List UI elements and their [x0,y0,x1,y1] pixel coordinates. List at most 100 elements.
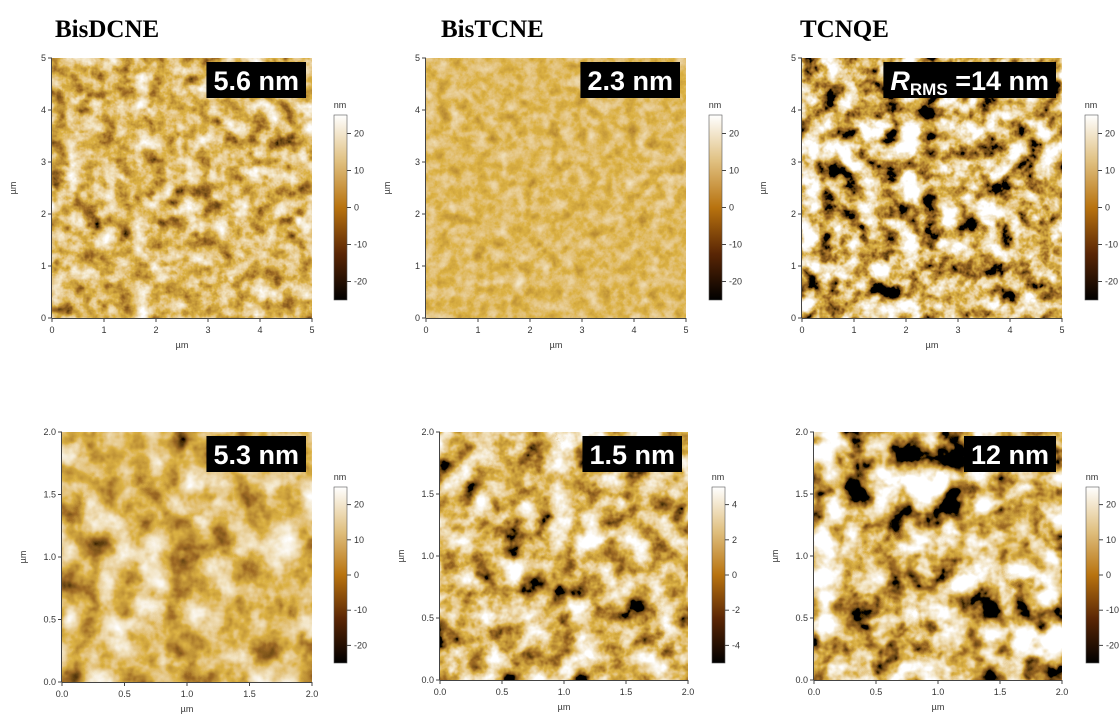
label-text: 5.3 nm [213,440,299,470]
x-tick-label: 1 [101,325,106,335]
colorbar-tick-label: -10 [729,240,742,250]
colorbar-tick-label: 2 [732,535,737,545]
x-tick-label: 0 [799,325,804,335]
roughness-label: 12 nm [971,440,1049,470]
y-tick-label: 4 [415,105,420,115]
label-symbol: R [890,66,910,96]
x-tick-label: 2 [903,325,908,335]
afm-panel: 0.00.51.01.52.00.00.51.01.52.0µmµmnm2010… [18,427,367,714]
y-tick-label: 0 [415,313,420,323]
x-axis-label: µm [176,340,189,350]
x-tick-label: 1.5 [994,687,1007,697]
x-axis-label: µm [550,340,563,350]
colorbar-unit: nm [712,472,725,482]
x-tick-label: 4 [631,325,636,335]
label-text: 5.6 nm [213,66,299,96]
colorbar-tick-label: 20 [354,500,364,510]
colorbar-tick-label: 20 [729,129,739,139]
roughness-label: 5.6 nm [213,66,299,96]
column-header: BisDCNE [55,16,159,43]
y-tick-label: 2 [415,209,420,219]
colorbar-unit: nm [1085,100,1098,110]
x-axis-label: µm [932,702,945,712]
colorbar-tick-label: 10 [1105,166,1115,176]
x-tick-label: 4 [257,325,262,335]
colorbar-tick-label: 0 [1105,203,1110,213]
x-tick-label: 0.0 [56,689,69,699]
colorbar-tick-label: 10 [354,166,364,176]
y-tick-label: 2 [791,209,796,219]
colorbar-tick-label: 20 [354,129,364,139]
y-tick-label: 0.0 [795,675,808,685]
colorbar-tick-label: -10 [354,605,367,615]
colorbar [709,115,722,300]
x-tick-label: 0 [49,325,54,335]
y-tick-label: 0.0 [43,677,56,687]
y-tick-label: 1.5 [421,489,434,499]
colorbar-unit: nm [334,100,347,110]
x-tick-label: 2.0 [306,689,319,699]
figure: BisDCNEBisTCNETCNQE012345012345µmµmnm201… [0,0,1120,720]
colorbar-tick-label: -20 [1106,640,1119,650]
x-tick-label: 0.0 [434,687,447,697]
colorbar-tick-label: 20 [1105,129,1115,139]
y-tick-label: 4 [791,105,796,115]
x-tick-label: 3 [955,325,960,335]
x-tick-label: 1.5 [620,687,633,697]
label-text: 12 nm [971,440,1049,470]
y-axis-label: µm [758,182,768,195]
x-tick-label: 0.0 [808,687,821,697]
roughness-label: 1.5 nm [589,440,675,470]
y-tick-label: 0 [791,313,796,323]
y-tick-label: 0.5 [421,613,434,623]
x-tick-label: 1 [851,325,856,335]
x-tick-label: 1 [475,325,480,335]
y-tick-label: 1.0 [421,551,434,561]
x-tick-label: 0.5 [870,687,883,697]
y-tick-label: 2.0 [421,427,434,437]
afm-panel: 012345012345µmµmnm20100-10-20RRMS =14 nm [758,53,1118,350]
colorbar-tick-label: -4 [732,640,740,650]
y-tick-label: 1 [41,261,46,271]
colorbar-unit: nm [709,100,722,110]
colorbar-unit: nm [334,472,347,482]
colorbar-tick-label: 10 [1106,535,1116,545]
colorbar-tick-label: 0 [1106,570,1111,580]
y-axis-label: µm [18,551,28,564]
label-text: =14 nm [948,66,1049,96]
colorbar-tick-label: -10 [354,240,367,250]
colorbar-tick-label: -10 [1106,605,1119,615]
y-tick-label: 4 [41,105,46,115]
colorbar-unit: nm [1086,472,1099,482]
column-header: BisTCNE [441,16,544,43]
x-tick-label: 2 [527,325,532,335]
colorbar-tick-label: -20 [1105,277,1118,287]
y-axis-label: µm [382,182,392,195]
x-tick-label: 2.0 [682,687,695,697]
colorbar-tick-label: -20 [354,277,367,287]
colorbar [1086,487,1099,663]
y-axis-label: µm [8,182,18,195]
y-tick-label: 1.0 [795,551,808,561]
x-tick-label: 0.5 [118,689,131,699]
y-axis-label: µm [770,550,780,563]
x-tick-label: 1.0 [181,689,194,699]
x-tick-label: 1.5 [243,689,256,699]
label-text: 1.5 nm [589,440,675,470]
x-axis-label: µm [558,702,571,712]
y-tick-label: 3 [41,157,46,167]
x-tick-label: 1.0 [932,687,945,697]
colorbar-tick-label: 0 [354,203,359,213]
colorbar [712,487,725,663]
colorbar [1085,115,1098,300]
colorbar-tick-label: -20 [729,277,742,287]
y-tick-label: 5 [791,53,796,63]
colorbar [334,487,347,663]
roughness-label: 2.3 nm [587,66,673,96]
colorbar-tick-label: 20 [1106,500,1116,510]
x-tick-label: 5 [1059,325,1064,335]
y-tick-label: 5 [415,53,420,63]
y-tick-label: 5 [41,53,46,63]
